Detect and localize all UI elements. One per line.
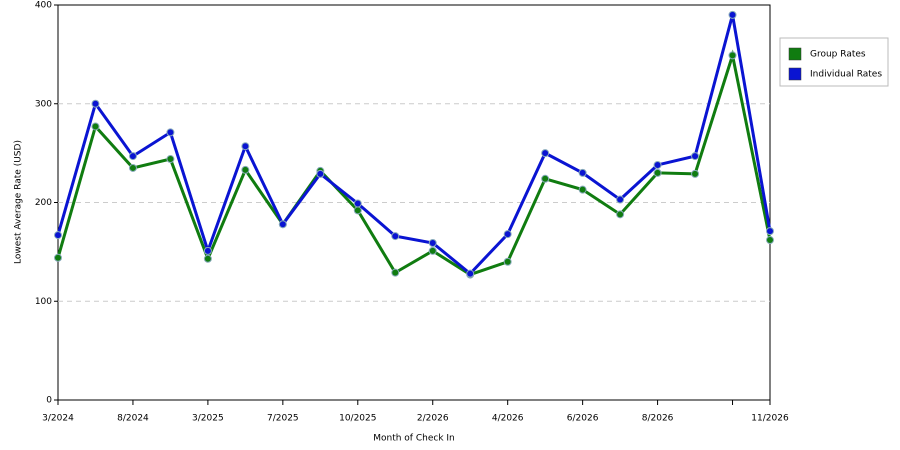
data-point (541, 174, 550, 183)
data-point (316, 169, 325, 178)
data-point (616, 210, 625, 219)
x-tick-label: 7/2025 (267, 414, 299, 424)
data-point (54, 231, 62, 240)
y-axis-label: Lowest Average Rate (USD) (14, 140, 24, 264)
y-tick-label: 200 (35, 198, 52, 208)
data-point (428, 246, 437, 255)
legend-swatch (788, 67, 802, 81)
x-tick-label: 2/2026 (417, 414, 449, 424)
data-point (353, 199, 362, 208)
legend-swatch (788, 47, 802, 61)
x-tick-label: 8/2026 (642, 414, 674, 424)
data-point (128, 152, 137, 161)
data-point (691, 152, 700, 161)
data-point (203, 254, 212, 263)
data-point (616, 195, 625, 204)
data-point (241, 165, 250, 174)
data-point (353, 206, 362, 215)
y-tick-label: 300 (35, 99, 52, 109)
series-line (56, 14, 772, 276)
y-tick-label: 400 (35, 1, 52, 11)
data-point (766, 227, 774, 236)
data-point (203, 246, 212, 255)
x-tick-label: 10/2025 (339, 414, 376, 424)
data-point (391, 268, 400, 277)
legend-label: Individual Rates (810, 70, 882, 80)
x-tick-label: 4/2026 (492, 414, 524, 424)
data-point (391, 232, 400, 241)
data-point (653, 160, 662, 169)
x-tick-label: 3/2025 (192, 414, 224, 424)
data-point (428, 238, 437, 247)
data-point (166, 155, 175, 164)
data-point (466, 269, 475, 278)
x-tick-label: 3/2024 (42, 414, 74, 424)
data-point (541, 149, 550, 158)
data-point (241, 142, 250, 151)
data-point (766, 236, 774, 245)
x-tick-label: 8/2024 (117, 414, 149, 424)
y-tick-label: 0 (46, 396, 52, 406)
y-tick-label: 100 (35, 297, 52, 307)
legend-label: Group Rates (810, 50, 866, 60)
x-tick-label: 11/2026 (751, 414, 789, 424)
data-point (691, 169, 700, 178)
data-point (728, 51, 737, 60)
x-axis-label: Month of Check In (373, 434, 455, 444)
data-point (54, 253, 62, 262)
data-point (278, 220, 287, 229)
data-point (91, 99, 100, 108)
data-point (91, 122, 100, 131)
data-point (128, 163, 137, 172)
data-point (578, 168, 587, 177)
x-tick-label: 6/2026 (567, 414, 599, 424)
series-line (56, 49, 772, 277)
data-point (503, 230, 512, 239)
data-point (653, 168, 662, 177)
data-point (166, 128, 175, 137)
data-point (728, 10, 737, 19)
data-point (578, 185, 587, 194)
data-point (503, 257, 512, 266)
